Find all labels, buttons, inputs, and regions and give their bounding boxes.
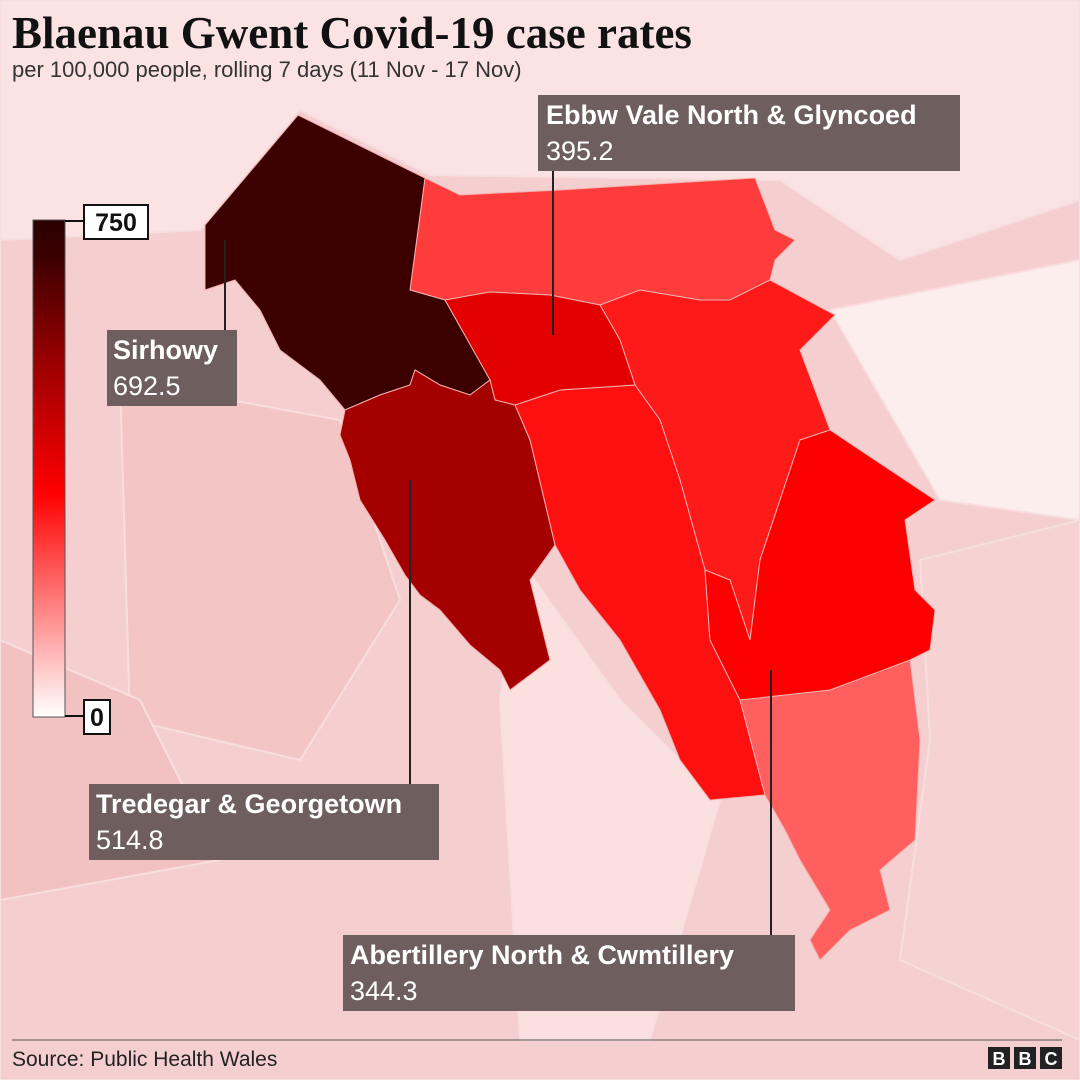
logo-block [988,1047,1010,1069]
logo-block [1040,1047,1062,1069]
source: Source: Public Health Wales [12,1048,277,1071]
legend-max: 750 [95,209,137,237]
area-value: 692.5 [113,371,181,401]
logo-letter: C [1045,1049,1058,1069]
legend-scale [32,219,66,718]
area-value: 514.8 [96,825,164,855]
label-box [89,784,439,860]
district [409,177,796,306]
districts [409,177,921,961]
subtitle: per 100,000 people, rolling 7 days (11 N… [12,57,522,82]
area-label: Tredegar & Georgetown 514.8 [89,784,439,860]
legend-box [83,699,111,735]
label-box [343,935,795,1011]
legend-box [83,204,149,240]
logo: B B C [988,1047,1062,1069]
district [339,369,556,691]
area-label: Abertillery North & Cwmtillery 344.3 [343,935,795,1011]
logo-letter: B [1019,1049,1032,1069]
district [739,659,921,961]
area-label: Ebbw Vale North & Glyncoed 395.2 [538,95,960,171]
area-name: Tredegar & Georgetown [96,789,402,819]
logo-letter: B [993,1049,1006,1069]
district [704,429,936,701]
area-name: Sirhowy [113,335,218,365]
area-value: 395.2 [546,136,614,166]
label-box [107,330,237,406]
title: Blaenau Gwent Covid-19 case rates [12,8,692,58]
legend: 750 0 [32,204,149,735]
area-name: Abertillery North & Cwmtillery [350,940,734,970]
label-box [538,95,960,171]
area-label: Sirhowy 692.5 [107,330,237,406]
logo-block [1014,1047,1036,1069]
area-value: 344.3 [350,976,418,1006]
area-name: Ebbw Vale North & Glyncoed [546,100,917,130]
legend-min: 0 [90,704,104,732]
